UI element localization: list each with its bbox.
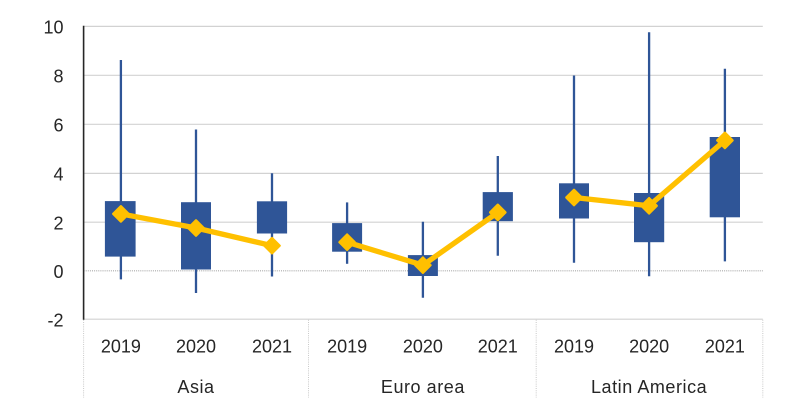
svg-text:Latin America: Latin America: [591, 377, 708, 397]
svg-text:2020: 2020: [176, 337, 216, 357]
svg-text:2019: 2019: [554, 337, 594, 357]
svg-text:2019: 2019: [101, 337, 141, 357]
svg-text:2: 2: [53, 213, 63, 233]
svg-text:2021: 2021: [478, 337, 518, 357]
svg-text:2021: 2021: [705, 337, 745, 357]
svg-text:2020: 2020: [403, 337, 443, 357]
svg-text:2019: 2019: [327, 337, 367, 357]
svg-text:Asia: Asia: [177, 377, 215, 397]
svg-text:4: 4: [53, 165, 63, 185]
svg-text:6: 6: [53, 115, 63, 135]
svg-text:8: 8: [53, 66, 63, 86]
svg-text:10: 10: [43, 18, 63, 38]
svg-text:2020: 2020: [629, 337, 669, 357]
svg-text:0: 0: [53, 262, 63, 282]
svg-text:2021: 2021: [252, 337, 292, 357]
svg-text:Euro area: Euro area: [381, 377, 465, 397]
svg-text:-2: -2: [47, 310, 63, 330]
